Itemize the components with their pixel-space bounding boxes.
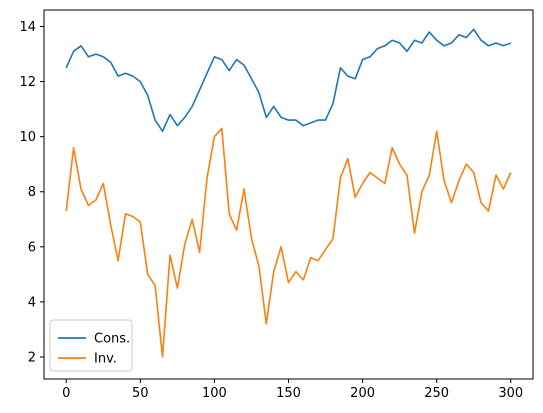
y-tick-label: 8 bbox=[28, 185, 36, 200]
legend-label: Cons. bbox=[94, 332, 130, 347]
x-tick-label: 250 bbox=[424, 386, 449, 401]
series-line-cons bbox=[65, 28, 512, 132]
plot-lines bbox=[65, 28, 512, 358]
x-axis: 0 50 100 150 200 250 300 bbox=[62, 379, 523, 401]
legend-label: Inv. bbox=[94, 352, 117, 367]
y-tick-label: 2 bbox=[28, 350, 36, 365]
legend: Cons. Inv. bbox=[49, 319, 133, 372]
y-tick-label: 10 bbox=[19, 130, 36, 145]
x-tick-label: 0 bbox=[62, 386, 70, 401]
series-line-inv bbox=[65, 127, 512, 358]
y-axis: 2 4 6 8 10 12 14 bbox=[19, 20, 44, 365]
x-tick-label: 150 bbox=[276, 386, 301, 401]
x-tick-label: 50 bbox=[132, 386, 149, 401]
y-tick-label: 6 bbox=[28, 240, 36, 255]
x-tick-label: 200 bbox=[350, 386, 375, 401]
y-tick-label: 14 bbox=[19, 20, 36, 35]
x-tick-label: 100 bbox=[202, 386, 227, 401]
y-tick-label: 4 bbox=[28, 295, 36, 310]
x-tick-label: 300 bbox=[498, 386, 523, 401]
y-tick-label: 12 bbox=[19, 75, 36, 90]
